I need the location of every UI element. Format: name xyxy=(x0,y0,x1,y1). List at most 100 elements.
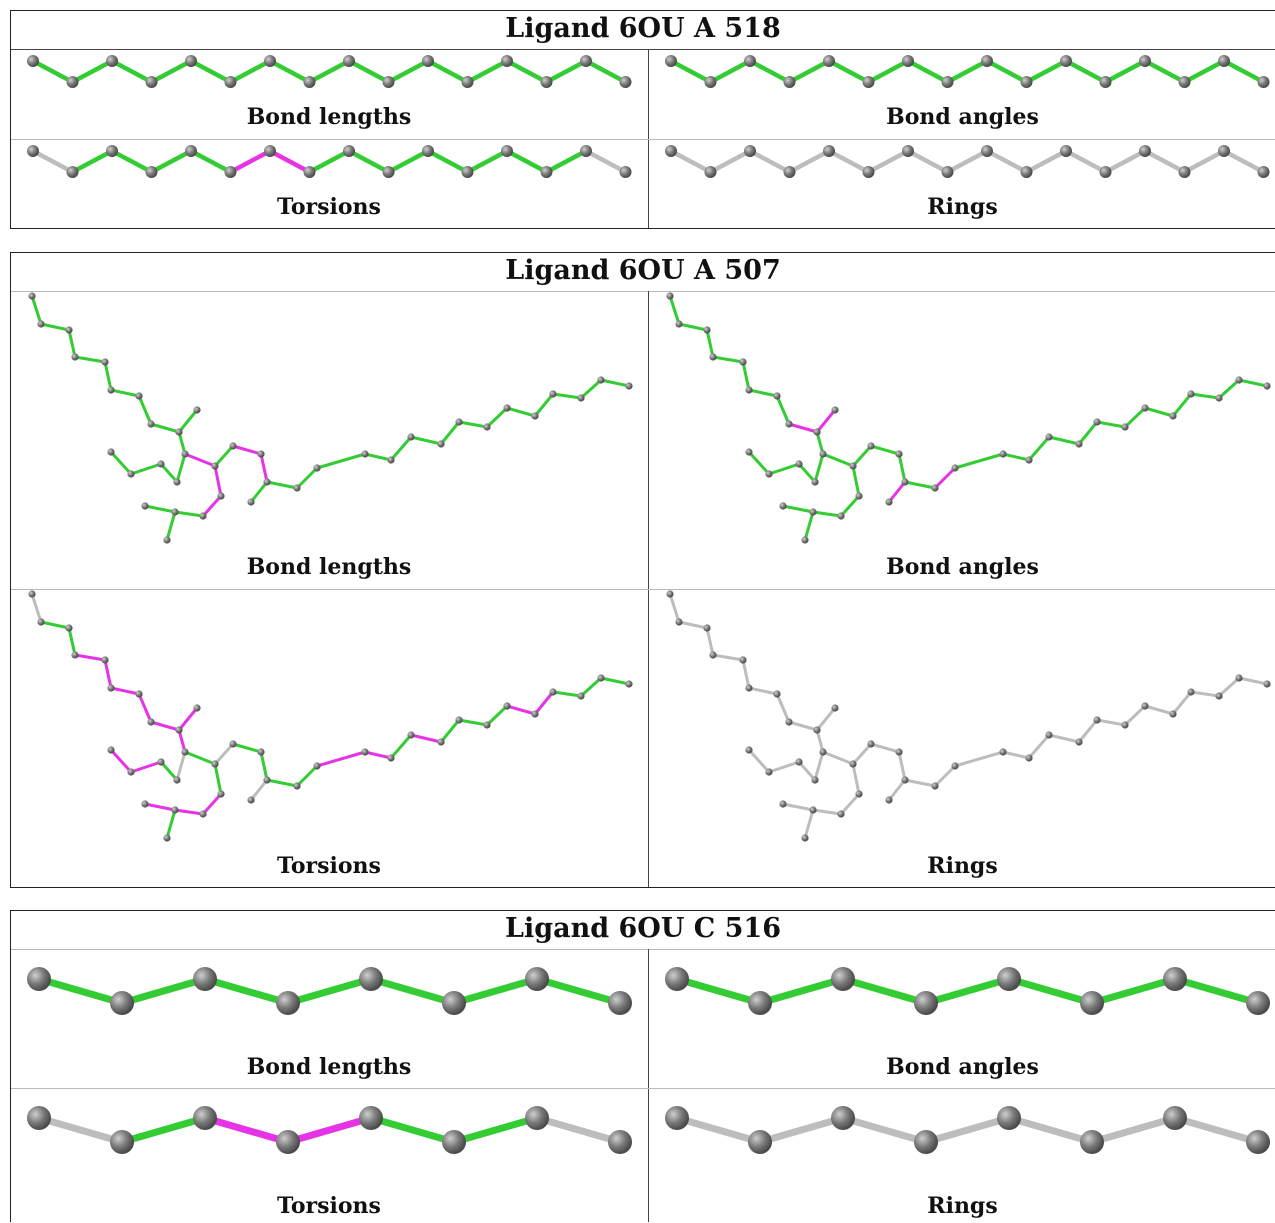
atom xyxy=(313,762,321,770)
atom xyxy=(65,624,73,632)
bond xyxy=(367,1114,458,1146)
atom xyxy=(1257,76,1270,88)
atom xyxy=(885,498,893,506)
bond xyxy=(1142,148,1187,175)
atom xyxy=(902,55,914,67)
atom xyxy=(709,651,717,659)
bond xyxy=(897,452,907,484)
divider xyxy=(11,949,1275,950)
bond xyxy=(811,510,843,518)
atom xyxy=(66,166,79,178)
bond xyxy=(149,58,194,85)
bond xyxy=(346,148,391,175)
atom xyxy=(387,456,395,464)
atom xyxy=(549,390,557,398)
atom xyxy=(71,651,79,659)
bond xyxy=(259,452,269,484)
atom xyxy=(779,502,787,510)
bond xyxy=(177,408,199,434)
atom xyxy=(483,721,491,729)
atom xyxy=(773,392,781,400)
bond xyxy=(1063,58,1108,85)
atom xyxy=(999,450,1007,458)
bond xyxy=(103,658,113,690)
atom xyxy=(837,810,845,818)
bond xyxy=(1088,1114,1179,1146)
atom xyxy=(107,746,115,754)
atom xyxy=(823,145,835,157)
bond xyxy=(67,626,77,657)
bond xyxy=(73,355,107,364)
bond xyxy=(781,802,815,812)
bond xyxy=(1217,378,1241,400)
bond xyxy=(673,975,764,1007)
atom xyxy=(739,358,747,366)
atom xyxy=(343,145,355,157)
atom xyxy=(276,1130,300,1154)
bond xyxy=(201,792,223,816)
bond xyxy=(228,148,273,175)
atom xyxy=(199,512,207,520)
bond xyxy=(177,706,199,732)
atom xyxy=(1141,404,1149,412)
atom xyxy=(999,748,1007,756)
atom xyxy=(199,810,207,818)
bond xyxy=(787,148,832,175)
atom xyxy=(247,796,255,804)
atom xyxy=(185,55,197,67)
atom xyxy=(1141,702,1149,710)
atom xyxy=(28,590,36,598)
atom xyxy=(1257,166,1270,178)
atom xyxy=(665,55,677,67)
bond xyxy=(741,360,751,392)
bond xyxy=(533,690,555,716)
bond xyxy=(129,462,163,476)
panel-label: Bond angles xyxy=(886,104,1039,130)
bond xyxy=(821,750,855,766)
atom xyxy=(901,776,909,784)
atom xyxy=(941,76,954,88)
bond xyxy=(1047,435,1081,446)
bond xyxy=(457,420,489,429)
atom xyxy=(709,353,717,361)
bond xyxy=(149,720,181,732)
bond xyxy=(137,692,153,724)
atom xyxy=(1187,688,1195,696)
block-title: Ligand 6OU A 518 xyxy=(505,13,781,44)
bond xyxy=(851,762,861,796)
bond xyxy=(821,452,855,468)
bond xyxy=(465,58,510,85)
atom xyxy=(65,326,73,334)
atom xyxy=(549,688,557,696)
atom xyxy=(665,145,677,157)
atom xyxy=(157,758,165,766)
atom xyxy=(811,478,819,486)
bond xyxy=(781,504,815,514)
atom xyxy=(739,656,747,664)
atom xyxy=(257,748,265,756)
bond xyxy=(307,58,352,85)
atom xyxy=(831,1106,855,1130)
atom xyxy=(1093,716,1101,724)
bond xyxy=(599,378,631,388)
atom xyxy=(173,776,181,784)
atom xyxy=(580,55,592,67)
atom xyxy=(745,746,753,754)
atom xyxy=(795,758,803,766)
bond xyxy=(35,1114,126,1146)
bond xyxy=(869,444,901,456)
atom xyxy=(157,460,165,468)
bond xyxy=(149,148,194,175)
bond xyxy=(165,510,177,542)
atom xyxy=(813,428,821,436)
panel-label: Torsions xyxy=(277,194,381,220)
atom xyxy=(703,624,711,632)
atom xyxy=(895,748,903,756)
bond xyxy=(1095,718,1127,727)
atom xyxy=(27,55,39,67)
bond xyxy=(887,480,907,504)
bond xyxy=(363,452,393,462)
atom xyxy=(1218,55,1230,67)
atom xyxy=(849,462,857,470)
bond xyxy=(1001,452,1031,462)
